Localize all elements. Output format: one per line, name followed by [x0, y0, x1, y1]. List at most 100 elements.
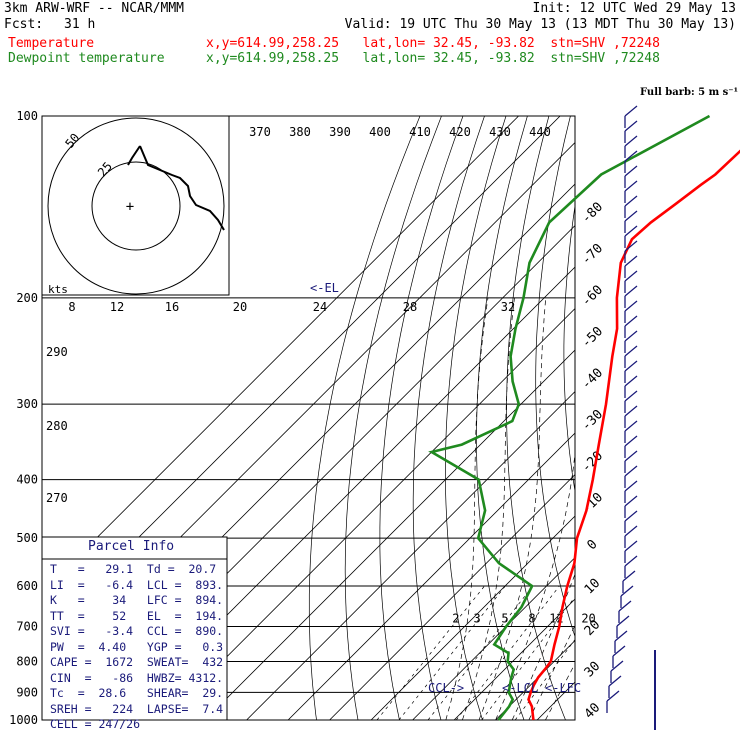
- moist-adiabat: [478, 297, 547, 720]
- parcel-info-row: CELL = 247/26: [50, 717, 141, 731]
- valid-time: Valid: 19 UTC Thu 30 May 13 (13 MDT Thu …: [344, 17, 736, 32]
- wind-barb: [624, 225, 638, 237]
- hodograph-center: +: [126, 199, 134, 215]
- isotherm-label: 40: [582, 700, 604, 722]
- wind-barb: [624, 495, 638, 507]
- barb-legend: Full barb: 5 m s⁻¹: [640, 87, 738, 98]
- theta-label: 280: [46, 419, 68, 433]
- level-marker: <-EL: [310, 281, 339, 295]
- wind-barb: [624, 435, 638, 447]
- isotherm-line: [42, 116, 519, 594]
- theta-label: 410: [409, 125, 431, 139]
- wind-barb: [624, 450, 638, 462]
- wind-barb: [624, 315, 638, 327]
- theta-label: 390: [329, 125, 351, 139]
- theta-label: 420: [449, 125, 471, 139]
- parcel-info-row: PW = 4.40 YGP = 0.3: [50, 639, 224, 654]
- hodograph-scale-label: 12: [110, 300, 124, 314]
- isotherm-line: [246, 391, 575, 720]
- wind-barb: [624, 330, 638, 342]
- isotherm-line: [620, 116, 740, 720]
- dry-adiabat: [591, 116, 690, 720]
- hodograph-scale-label: 20: [233, 300, 247, 314]
- isotherm-line: [329, 474, 575, 720]
- temperature-location: x,y=614.99,258.25 lat,lon= 32.45, -93.82…: [206, 36, 660, 51]
- temperature-profile: [527, 149, 740, 721]
- wind-barb: [624, 375, 638, 387]
- plot-border: [41, 115, 576, 721]
- wind-barb: [620, 585, 634, 597]
- wind-barb: [624, 285, 638, 297]
- isotherm-line: [204, 349, 575, 720]
- isotherm-label: 0: [584, 537, 600, 553]
- isotherm-label: -70: [579, 241, 606, 268]
- pressure-tick-label: 100: [16, 109, 38, 123]
- mixing-ratio-line: [376, 585, 485, 720]
- model-title: 3km ARW-WRF -- NCAR/MMM: [4, 1, 185, 16]
- pressure-tick-label: 700: [16, 619, 38, 633]
- dry-adiabat: [618, 116, 732, 720]
- dry-adiabat: [717, 116, 740, 720]
- wind-barb: [624, 540, 638, 552]
- wind-barb: [624, 465, 638, 477]
- hodograph-scale-label: 32: [501, 300, 515, 314]
- dry-adiabat: [476, 116, 528, 720]
- parcel-info-row: TT = 52 EL = 194.: [50, 608, 224, 623]
- pressure-tick-label: 500: [16, 531, 38, 545]
- wind-barb: [624, 555, 638, 567]
- parcel-info-row: SREH = 224 LAPSE= 7.4: [50, 701, 224, 716]
- wind-barb: [610, 660, 624, 672]
- isotherm-label: -10: [579, 490, 606, 517]
- wind-barb: [606, 690, 620, 702]
- parcel-info-box: [41, 536, 228, 721]
- wind-barb: [624, 150, 638, 162]
- mixing-ratio-line: [514, 638, 575, 720]
- moist-adiabat: [445, 297, 489, 720]
- parcel-info-row: K = 34 LFC = 894.: [50, 593, 224, 607]
- dry-adiabat: [693, 116, 740, 720]
- hodograph-scale-label: 28: [403, 300, 417, 314]
- parcel-info-row: CIN = -86 HWBZ= 4312.: [50, 670, 224, 685]
- parcel-info-row: LI = -6.4 LCL = 893.: [50, 577, 224, 592]
- wind-barb: [624, 135, 638, 147]
- isotherm-label: 10: [582, 576, 604, 598]
- mixing-ratio-line: [481, 596, 575, 720]
- dewpoint-location: x,y=614.99,258.25 lat,lon= 32.45, -93.82…: [206, 51, 660, 66]
- isotherm-label: -50: [579, 324, 606, 351]
- wind-barb: [624, 120, 638, 132]
- wind-barb: [616, 615, 630, 627]
- hodograph-scale-label: 24: [313, 300, 327, 314]
- isotherm-label: -40: [579, 366, 606, 393]
- wind-barb: [622, 570, 636, 582]
- pressure-tick-label: 300: [16, 397, 38, 411]
- wind-barb: [624, 270, 638, 282]
- isotherm-label: -20: [579, 449, 606, 476]
- dry-adiabat: [412, 116, 485, 720]
- wind-barb: [624, 105, 638, 117]
- dry-adiabat: [644, 116, 740, 720]
- wind-barbs: [606, 105, 638, 713]
- wind-barb: [624, 255, 638, 267]
- dry-adiabat: [563, 203, 575, 494]
- dry-adiabat: [669, 116, 740, 720]
- pressure-tick-label: 900: [16, 685, 38, 699]
- wind-barb: [614, 630, 628, 642]
- wind-barb: [624, 180, 638, 192]
- isotherm-label: -60: [579, 283, 606, 310]
- wind-barb: [624, 525, 638, 537]
- wind-barb: [608, 675, 622, 687]
- wind-barb: [624, 480, 638, 492]
- pressure-tick-label: 800: [16, 654, 38, 668]
- wind-barb: [624, 420, 638, 432]
- mixing-ratio-line: [398, 585, 506, 720]
- hodograph-scale-label: 8: [68, 300, 75, 314]
- pressure-tick-label: 400: [16, 473, 38, 487]
- pressure-tick-label: 600: [16, 579, 38, 593]
- temperature-legend: Temperature: [8, 36, 95, 51]
- pressure-tick-label: 1000: [9, 713, 38, 727]
- dry-adiabat: [379, 116, 464, 720]
- wind-barb: [624, 165, 638, 177]
- parcel-info-row: CAPE = 1672 SWEAT= 432: [50, 655, 224, 669]
- mixing-ratio-line: [427, 585, 534, 720]
